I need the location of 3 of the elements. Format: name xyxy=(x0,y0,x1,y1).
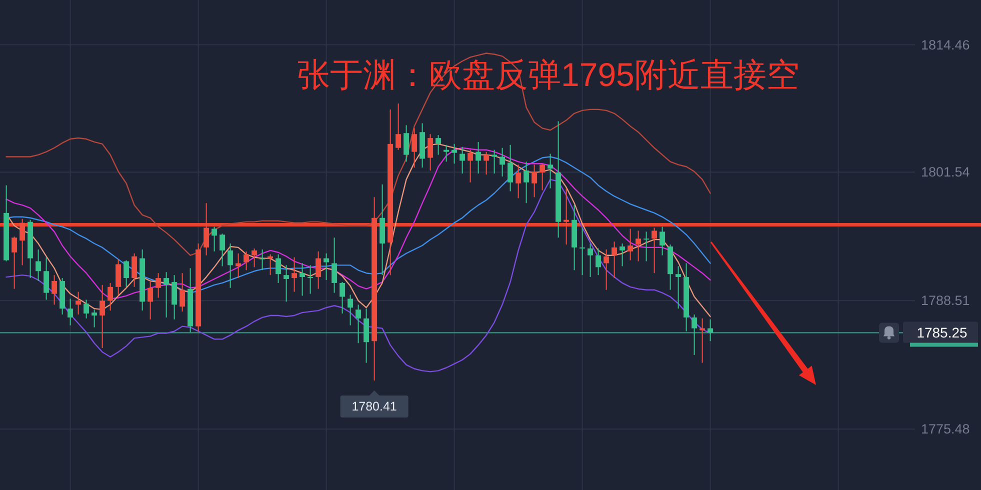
ref-line-label: 1785.25 xyxy=(916,324,968,340)
annotation: 1780.41 xyxy=(340,390,408,418)
annotation: 1780.41 xyxy=(352,399,397,414)
